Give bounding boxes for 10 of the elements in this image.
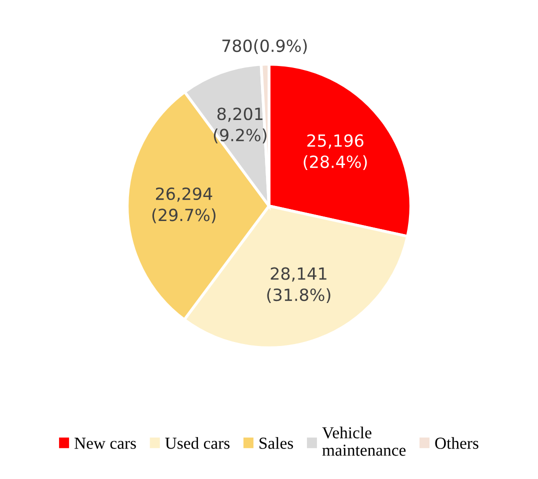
data-label: 28,141 (31.8%) [267,267,330,304]
legend-label: Sales [260,437,294,449]
data-label: 780(0.9%) [222,39,307,54]
legend-label: Used cars [165,437,230,449]
data-label: 25,196 (28.4%) [304,134,367,170]
data-label: 8,201 (9.2%) [214,108,266,144]
legend-label: New cars [74,438,136,449]
legend-label: Others [435,437,478,449]
data-label: 26,294 (29.7%) [152,187,216,224]
legend-label: Vehicle maintenance [322,426,406,456]
